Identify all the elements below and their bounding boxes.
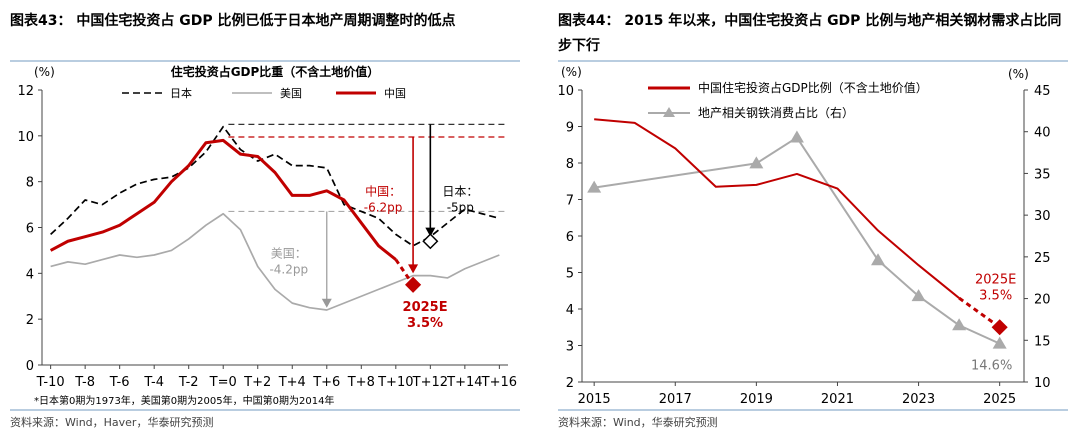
right-y-left-tick-label-5: 7	[566, 194, 574, 209]
left-series-line-2	[49, 138, 397, 261]
left-arrow-head-2	[321, 298, 332, 308]
left-x-tick-label-3: T-4	[143, 375, 164, 390]
right-x-tick-label-1: 2017	[659, 392, 692, 407]
left-2025e-label-value: 3.5%	[407, 316, 443, 331]
right-y-right-tick-label-6: 40	[1034, 126, 1051, 141]
left-footnote: *日本第0期为1973年，美国第0期为2005年，中国第0期为2014年	[34, 394, 334, 407]
right-steel-point-3	[871, 253, 886, 266]
right-figure-title: 图表44： 2015 年以来，中国住宅投资占 GDP 比例与地产相关钢材需求占比…	[558, 13, 1062, 54]
right-y-right-tick-label-5: 35	[1034, 167, 1051, 182]
left-x-tick-label-10: T+10	[377, 375, 413, 390]
left-annotation-line2-0: -6.2pp	[364, 200, 403, 214]
left-x-tick-label-12: T+14	[446, 375, 482, 390]
right-series-line-residential	[594, 118, 960, 299]
left-x-tick-label-8: T+6	[312, 375, 340, 390]
left-chart-title: 住宅投资占GDP比重（不含土地价值）	[171, 64, 380, 79]
left-y-tick-label-0: 0	[26, 359, 34, 374]
right-legend-label-0: 中国住宅投资占GDP比例（不含土地价值）	[698, 80, 928, 95]
right-legend-label-1: 地产相关钢铁消费占比（右）	[698, 105, 854, 120]
left-x-tick-label-13: T+16	[481, 375, 517, 390]
right-legend-triangle	[663, 107, 675, 117]
right-y-right-unit: (%)	[1008, 67, 1029, 81]
right-steel-point-0	[587, 180, 602, 193]
left-x-tick-label-11: T+12	[412, 375, 448, 390]
left-arrow-head-1	[425, 227, 436, 237]
left-y-tick-label-2: 4	[26, 267, 34, 282]
right-y-left-tick-label-6: 8	[566, 157, 574, 172]
left-annotation-line1-0: 中国：	[365, 183, 401, 198]
right-y-right-tick-label-7: 45	[1034, 84, 1051, 99]
left-x-tick-label-9: T+8	[347, 375, 375, 390]
left-y-unit: (%)	[34, 65, 55, 79]
right-y-right-tick-label-0: 10	[1034, 376, 1051, 391]
right-steel-point-5	[952, 318, 967, 331]
right-steel-point-4	[911, 289, 926, 302]
left-bottom-rule	[10, 409, 520, 411]
left-annotation-line1-1: 日本：	[442, 184, 478, 198]
left-annotation-line1-2: 美国：	[271, 246, 307, 260]
right-steel-point-6	[992, 336, 1007, 349]
left-annotation-line2-1: -5pp	[447, 200, 474, 214]
right-figure-panel: 图表44： 2015 年以来，中国住宅投资占 GDP 比例与地产相关钢材需求占比…	[548, 0, 1080, 443]
right-2025e-label-year: 2025E	[975, 272, 1016, 287]
right-bottom-rule	[558, 409, 1068, 411]
left-figure-title: 图表43： 中国住宅投资占 GDP 比例已低于日本地产周期调整时的低点	[10, 13, 456, 29]
left-legend-label-1: 美国	[280, 87, 302, 100]
right-2025e-marker	[991, 319, 1008, 336]
left-2025e-marker	[405, 276, 422, 293]
left-y-tick-label-6: 12	[17, 84, 34, 99]
right-y-right-tick-label-2: 20	[1034, 293, 1051, 308]
right-y-left-tick-label-8: 10	[557, 84, 574, 99]
left-2025e-label-year: 2025E	[403, 300, 448, 315]
right-x-tick-label-2: 2019	[740, 392, 773, 407]
right-x-tick-label-0: 2015	[578, 392, 611, 407]
left-legend-label-2: 中国	[384, 87, 406, 100]
right-y-right-tick-label-4: 30	[1034, 209, 1051, 224]
left-y-tick-label-3: 6	[26, 222, 34, 237]
left-chart: (%) 住宅投资占GDP比重（不含土地价值） 日本 美国 中国 0 2 4 6 8 10 12 T-10…	[17, 64, 517, 407]
right-y-right-tick-label-1: 15	[1034, 334, 1051, 349]
left-y-tick-label-4: 8	[26, 176, 34, 191]
left-x-tick-label-7: T+4	[278, 375, 306, 390]
right-y-left-unit: (%)	[561, 65, 582, 79]
left-x-tick-label-4: T-2	[178, 375, 199, 390]
left-x-tick-label-6: T+2	[243, 375, 271, 390]
left-japan-trough-marker	[422, 233, 439, 250]
right-title-rule	[558, 60, 1068, 62]
right-y-left-tick-label-1: 3	[566, 340, 574, 355]
right-y-left-tick-label-0: 2	[566, 376, 574, 391]
right-y-left-tick-label-2: 4	[566, 303, 574, 318]
right-y-right-tick-label-3: 25	[1034, 251, 1051, 266]
left-title-rule	[10, 60, 520, 62]
right-series-line-steel	[594, 136, 1001, 345]
right-y-left-tick-label-4: 6	[566, 230, 574, 245]
left-legend-label-0: 日本	[170, 86, 192, 100]
right-y-left-tick-label-7: 9	[566, 121, 574, 136]
left-arrow-head-0	[408, 264, 419, 274]
left-x-tick-label-0: T-10	[36, 375, 65, 390]
right-steel-point-1	[749, 156, 764, 169]
right-2025e-label-value: 3.5%	[979, 288, 1012, 303]
left-x-tick-label-5: T=0	[209, 375, 237, 390]
left-x-tick-label-1: T-8	[74, 375, 95, 390]
left-y-tick-label-1: 2	[26, 313, 34, 328]
left-x-tick-label-2: T-6	[109, 375, 130, 390]
right-steel-point-2	[789, 130, 804, 143]
right-x-tick-label-3: 2021	[821, 392, 854, 407]
right-x-tick-label-4: 2023	[902, 392, 935, 407]
left-annotation-line2-2: -4.2pp	[269, 262, 308, 276]
right-x-tick-label-5: 2025	[983, 392, 1016, 407]
left-series-line-1	[50, 212, 500, 311]
right-y-left-tick-label-3: 5	[566, 267, 574, 282]
left-source-note: 资料来源：Wind，Haver，华泰研究预测	[10, 416, 214, 429]
right-steel-2025-label: 14.6%	[971, 359, 1012, 374]
left-y-tick-label-5: 10	[17, 130, 34, 145]
right-source-note: 资料来源：Wind，华泰研究预测	[558, 416, 718, 429]
left-figure-panel: 图表43： 中国住宅投资占 GDP 比例已低于日本地产周期调整时的低点 (%) 住…	[0, 0, 530, 443]
